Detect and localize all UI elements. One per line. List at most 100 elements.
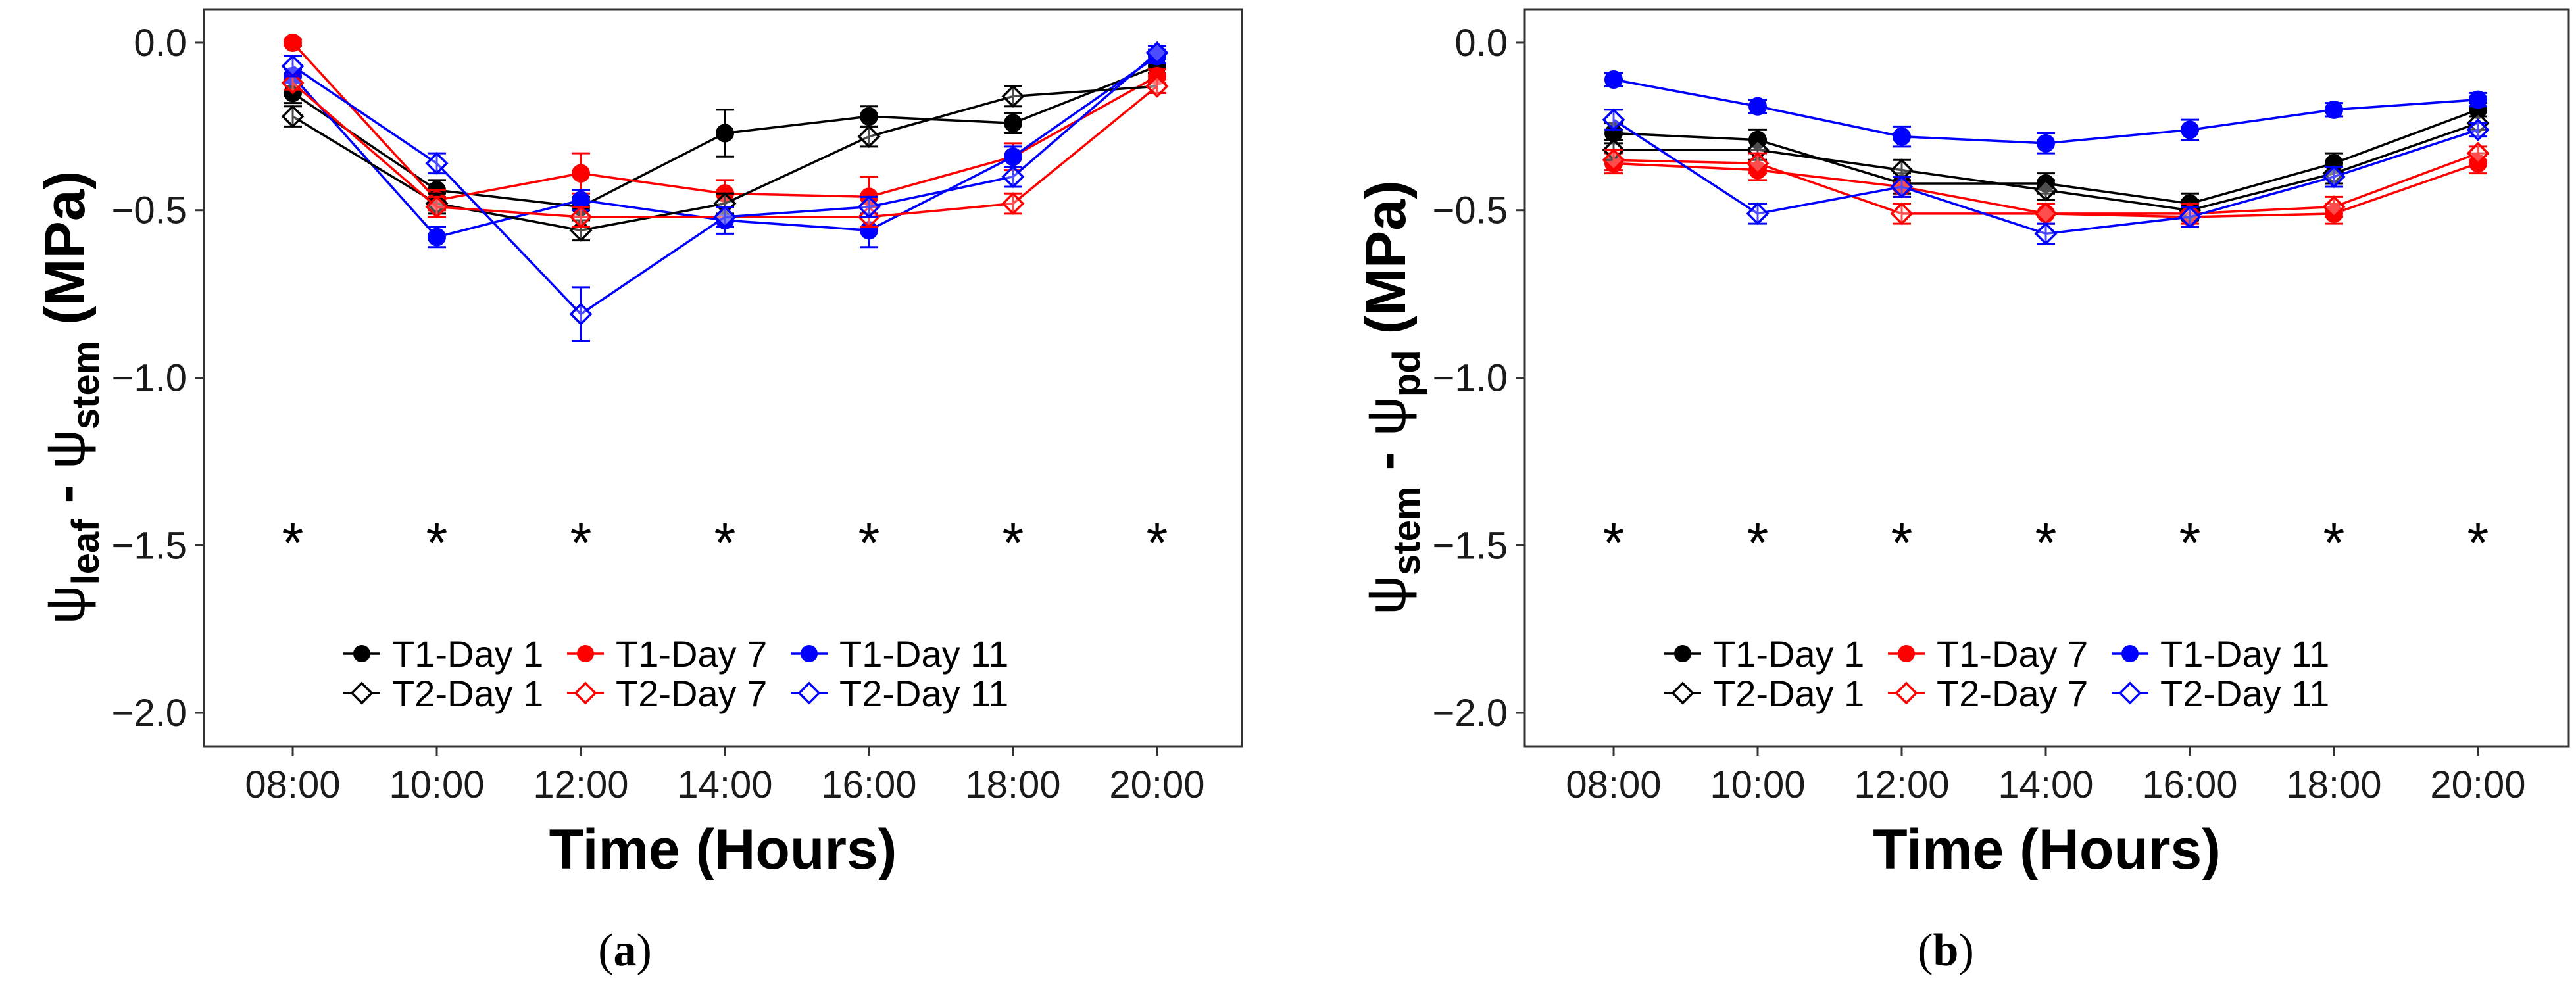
legend-label: T1-Day 7 xyxy=(1937,633,2088,675)
significance-star: * xyxy=(714,512,736,573)
x-axis-title: Time (Hours) xyxy=(1873,818,2221,881)
data-point xyxy=(425,195,449,219)
x-tick-label: 18:00 xyxy=(965,763,1060,806)
y-axis-psi: ψ xyxy=(1355,575,1417,615)
data-point xyxy=(1001,165,1025,189)
x-tick-label: 20:00 xyxy=(1109,763,1204,806)
panel-label-paren: ( xyxy=(598,925,613,976)
legend-key-marker xyxy=(1895,681,1918,705)
y-axis-title: ψleaf - ψstem (MPa) xyxy=(34,171,107,625)
panel-label-paren: ) xyxy=(1958,925,1973,976)
data-point xyxy=(2037,133,2055,153)
data-point xyxy=(1746,151,1770,175)
data-point xyxy=(2466,118,2490,141)
y-axis-subscript: stem xyxy=(64,341,107,429)
legend-label: T2-Day 1 xyxy=(1713,673,1864,714)
legend-key-marker xyxy=(801,645,818,662)
panel-label: (b) xyxy=(1918,925,1974,976)
legend-key-marker xyxy=(2118,681,2142,705)
y-tick-label: −2.0 xyxy=(1433,692,1508,735)
series-t1-day-11 xyxy=(1604,70,2487,155)
x-tick-label: 10:00 xyxy=(1710,763,1805,806)
data-point xyxy=(281,105,305,128)
panel-label-letter: b xyxy=(1933,925,1959,976)
y-tick-label: −0.5 xyxy=(112,189,187,232)
y-axis-unit: (MPa) xyxy=(34,171,97,341)
y-tick-label: −1.0 xyxy=(1433,357,1508,400)
chart-panel-b: 0.0 −0.5 −1.0 −1.5 −2.0 08:00 10:00 12:00 14:00 1… xyxy=(1354,8,2570,976)
data-point xyxy=(2469,90,2487,109)
legend-label: T2-Day 11 xyxy=(2160,673,2329,714)
significance-star: * xyxy=(1003,512,1024,573)
x-tick-label: 16:00 xyxy=(2142,763,2237,806)
legend-key-marker xyxy=(353,645,370,662)
data-point xyxy=(572,164,590,183)
legend-key-marker xyxy=(577,645,594,662)
data-point xyxy=(569,205,593,229)
data-point xyxy=(1004,147,1022,166)
data-point xyxy=(857,195,881,219)
chart-panel-a: 0.0 −0.5 −1.0 −1.5 −2.0 08:00 10:00 12:00 14:00 1… xyxy=(34,8,1243,976)
legend-label: T2-Day 7 xyxy=(616,673,767,714)
data-point xyxy=(716,124,734,143)
panel-label: (a) xyxy=(598,925,652,976)
y-tick-label: 0.0 xyxy=(1454,22,1508,64)
series-t2-day-11 xyxy=(281,41,1169,342)
significance-star: * xyxy=(858,512,880,573)
data-point xyxy=(1001,192,1025,216)
y-axis-subscript: stem xyxy=(1385,486,1428,575)
x-tick-label: 10:00 xyxy=(389,763,484,806)
data-point xyxy=(1004,114,1022,133)
legend-label: T1-Day 1 xyxy=(392,633,543,675)
data-point xyxy=(425,151,449,175)
legend-label: T1-Day 1 xyxy=(1713,633,1864,675)
data-point xyxy=(1893,127,1911,146)
significance-star: * xyxy=(426,512,448,573)
x-tick-label: 18:00 xyxy=(2286,763,2381,806)
data-point xyxy=(1748,97,1767,116)
series-t2-day-11 xyxy=(1602,108,2490,245)
legend-label: T2-Day 1 xyxy=(392,673,543,714)
x-tick-label: 20:00 xyxy=(2430,763,2525,806)
significance-star: * xyxy=(2323,512,2345,573)
x-tick-label: 14:00 xyxy=(677,763,772,806)
data-point xyxy=(1001,85,1025,108)
y-tick-label: −1.0 xyxy=(112,357,187,400)
y-axis-subscript: pd xyxy=(1385,350,1428,397)
data-point xyxy=(2466,141,2490,165)
significance-star: * xyxy=(2467,512,2489,573)
y-axis-subscript: leaf xyxy=(64,519,107,585)
data-point xyxy=(860,107,878,126)
data-point xyxy=(2034,178,2058,202)
data-point xyxy=(428,228,446,247)
y-axis-minus: - xyxy=(34,469,97,519)
legend-label: T1-Day 7 xyxy=(616,633,767,675)
significance-star: * xyxy=(2179,512,2201,573)
data-point xyxy=(281,55,305,78)
panel-label-letter: a xyxy=(614,925,637,976)
legend-label: T2-Day 11 xyxy=(839,673,1008,714)
significance-star: * xyxy=(2035,512,2057,573)
x-axis-title: Time (Hours) xyxy=(549,818,897,881)
legend-key-marker xyxy=(2121,645,2139,662)
y-axis-unit: (MPa) xyxy=(1354,180,1418,350)
data-point xyxy=(1602,108,1625,132)
y-tick-label: −0.5 xyxy=(1433,189,1508,232)
legend-label: T1-Day 11 xyxy=(2160,633,2329,675)
data-point xyxy=(857,125,881,149)
x-tick-label: 08:00 xyxy=(245,763,340,806)
data-point xyxy=(2325,100,2343,119)
data-point xyxy=(1890,202,1914,226)
data-point xyxy=(1604,70,1623,89)
y-axis-psi: ψ xyxy=(34,429,96,469)
legend-key-marker xyxy=(797,681,821,705)
significance-star: * xyxy=(1603,512,1625,573)
data-point xyxy=(284,33,302,52)
data-point xyxy=(1145,41,1169,64)
significance-star: * xyxy=(570,512,592,573)
significance-star: * xyxy=(1891,512,1913,573)
significance-star: * xyxy=(1147,512,1168,573)
legend: T1-Day 1 T1-Day 7 T1-Day 11 T2-Day 1 T2-Day … xyxy=(343,633,1008,714)
y-tick-label: −2.0 xyxy=(112,692,187,735)
